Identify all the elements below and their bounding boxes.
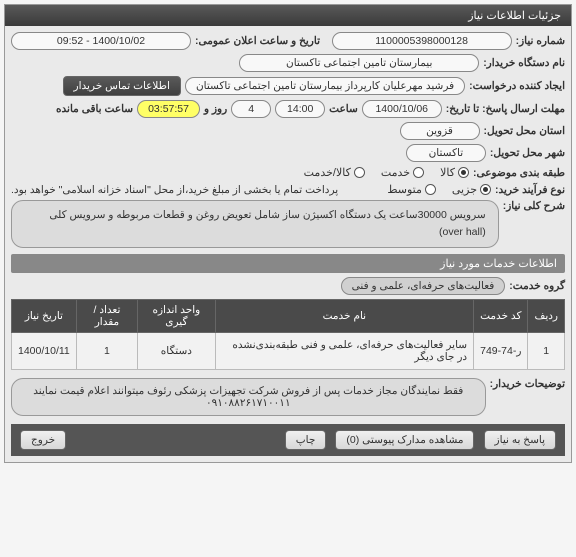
row-buyer-note: توضیحات خریدار: فقط نمایندگان مجاز خدمات…: [11, 378, 565, 416]
services-section-title: اطلاعات خدمات مورد نیاز: [11, 254, 565, 273]
payment-note: پرداخت تمام یا بخشی از مبلغ خرید،از محل …: [11, 184, 338, 196]
th-unit: واحد اندازه گیری: [138, 299, 216, 332]
desc-label: شرح کلی نیاز:: [503, 200, 565, 212]
radio-kala-label: کالا: [440, 166, 455, 179]
radio-khdmt-dot[interactable]: [413, 167, 424, 178]
cell-code: ر-74-749: [474, 332, 528, 369]
request-no-value: 1100005398000128: [332, 32, 512, 50]
cell-unit: دستگاه: [138, 332, 216, 369]
radio-khdmt-group[interactable]: خدمت: [381, 166, 424, 179]
th-code: کد خدمت: [474, 299, 528, 332]
footer-bar: پاسخ به نیاز مشاهده مدارک پیوستی (0) چاپ…: [11, 424, 565, 456]
row-province: استان محل تحویل: قزوین: [11, 122, 565, 140]
creator-label: ایجاد کننده درخواست:: [469, 80, 565, 92]
province-value: قزوین: [400, 122, 480, 140]
footer-right: خروج: [17, 430, 69, 450]
footer-left: پاسخ به نیاز مشاهده مدارک پیوستی (0) چاپ: [282, 430, 559, 450]
cell-date: 1400/10/11: [12, 332, 77, 369]
table-header-row: ردیف کد خدمت نام خدمت واحد اندازه گیری ت…: [12, 299, 565, 332]
announce-label: تاریخ و ساعت اعلان عمومی:: [195, 35, 320, 47]
th-name: نام خدمت: [215, 299, 473, 332]
city-value: تاکستان: [406, 144, 486, 162]
need-type-label: نوع فرآیند خرید:: [495, 184, 565, 196]
days-label: روز و: [204, 103, 227, 115]
deadline-label: مهلت ارسال پاسخ: تا تاریخ:: [446, 103, 565, 115]
buyer-org-label: نام دستگاه خریدار:: [483, 57, 565, 69]
row-subject-class: طبقه بندی موضوعی: کالا خدمت کالا/خدمت: [11, 166, 565, 179]
radio-kala-group[interactable]: کالا: [440, 166, 469, 179]
remaining-time: 03:57:57: [137, 100, 200, 118]
buyer-org-value: بیمارستان تامین اجتماعی تاکستان: [239, 54, 479, 72]
th-qty: تعداد / مقدار: [76, 299, 137, 332]
city-label: شهر محل تحویل:: [490, 147, 565, 159]
radio-kk-group[interactable]: کالا/خدمت: [304, 166, 365, 179]
radio-medium-group[interactable]: متوسط: [387, 183, 436, 196]
radio-khdmt-label: خدمت: [381, 166, 410, 179]
time-label-1: ساعت: [329, 103, 358, 115]
exit-button[interactable]: خروج: [20, 430, 66, 450]
group-label: گروه خدمت:: [509, 280, 565, 292]
th-idx: ردیف: [528, 299, 565, 332]
print-button[interactable]: چاپ: [285, 430, 327, 450]
panel-body: شماره نیاز: 1100005398000128 تاریخ و ساع…: [5, 26, 571, 462]
row-buyer-org: نام دستگاه خریدار: بیمارستان تامین اجتما…: [11, 54, 565, 72]
row-city: شهر محل تحویل: تاکستان: [11, 144, 565, 162]
buyer-note-text: فقط نمایندگان مجاز خدمات پس از فروش شرکت…: [11, 378, 486, 416]
services-table: ردیف کد خدمت نام خدمت واحد اندازه گیری ت…: [11, 299, 565, 370]
reply-button[interactable]: پاسخ به نیاز: [484, 430, 556, 450]
cell-name: سایر فعالیت‌های حرفه‌ای، علمی و فنی طبقه…: [215, 332, 473, 369]
contact-buyer-button[interactable]: اطلاعات تماس خریدار: [63, 76, 181, 96]
th-date: تاریخ نیاز: [12, 299, 77, 332]
remaining-label: ساعت باقی مانده: [56, 103, 133, 115]
days-value: 4: [231, 100, 271, 118]
desc-text: سرویس 30000ساعت یک دستگاه اکسیژن ساز شام…: [11, 200, 499, 248]
radio-small-label: جزیی: [452, 183, 477, 196]
attachments-button[interactable]: مشاهده مدارک پیوستی (0): [335, 430, 474, 450]
cell-idx: 1: [528, 332, 565, 369]
radio-small-dot[interactable]: [480, 184, 491, 195]
creator-value: فرشید مهرعلیان کارپرداز بیمارستان تامین …: [185, 77, 465, 95]
cell-qty: 1: [76, 332, 137, 369]
radio-small-group[interactable]: جزیی: [452, 183, 491, 196]
panel-title: جزئیات اطلاعات نیاز: [5, 5, 571, 26]
radio-medium-dot[interactable]: [425, 184, 436, 195]
row-deadline: مهلت ارسال پاسخ: تا تاریخ: 1400/10/06 سا…: [11, 100, 565, 118]
announce-value: 1400/10/02 - 09:52: [11, 32, 191, 50]
row-creator: ایجاد کننده درخواست: فرشید مهرعلیان کارپ…: [11, 76, 565, 96]
radio-kala-dot[interactable]: [458, 167, 469, 178]
row-desc: شرح کلی نیاز: سرویس 30000ساعت یک دستگاه …: [11, 200, 565, 248]
details-panel: جزئیات اطلاعات نیاز شماره نیاز: 11000053…: [4, 4, 572, 463]
row-need-type: نوع فرآیند خرید: جزیی متوسط پرداخت تمام …: [11, 183, 565, 196]
request-no-label: شماره نیاز:: [516, 35, 565, 47]
row-request-no: شماره نیاز: 1100005398000128 تاریخ و ساع…: [11, 32, 565, 50]
buyer-note-label: توضیحات خریدار:: [490, 378, 565, 390]
radio-medium-label: متوسط: [387, 183, 422, 196]
province-label: استان محل تحویل:: [484, 125, 565, 137]
deadline-date: 1400/10/06: [362, 100, 442, 118]
deadline-time: 14:00: [275, 100, 325, 118]
row-service-group: گروه خدمت: فعالیت‌های حرفه‌ای، علمی و فن…: [11, 277, 565, 295]
radio-kk-dot[interactable]: [354, 167, 365, 178]
subject-class-label: طبقه بندی موضوعی:: [473, 167, 565, 179]
table-row: 1 ر-74-749 سایر فعالیت‌های حرفه‌ای، علمی…: [12, 332, 565, 369]
radio-kk-label: کالا/خدمت: [304, 166, 351, 179]
group-value: فعالیت‌های حرفه‌ای، علمی و فنی: [341, 277, 506, 295]
